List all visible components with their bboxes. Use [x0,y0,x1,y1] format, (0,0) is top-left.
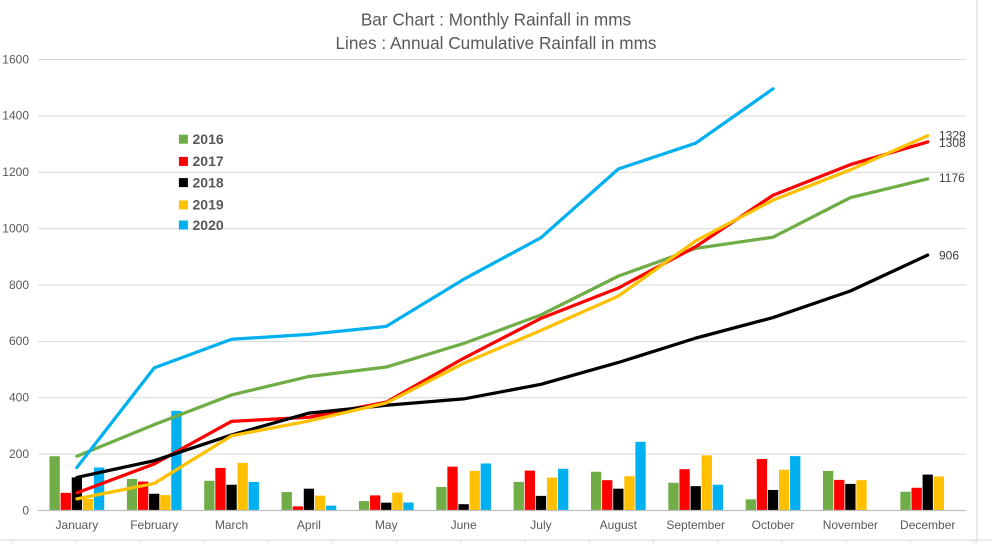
svg-text:2018: 2018 [193,174,224,190]
svg-text:December: December [900,518,955,532]
svg-text:May: May [375,518,398,532]
svg-text:August: August [600,518,638,532]
svg-text:March: March [215,518,248,532]
svg-text:906: 906 [939,249,959,263]
svg-text:400: 400 [9,391,29,405]
svg-text:2019: 2019 [193,197,224,213]
svg-text:600: 600 [9,334,29,348]
svg-text:2017: 2017 [193,153,224,169]
svg-text:Lines : Annual Cumulative Rain: Lines : Annual Cumulative Rainfall in mm… [336,33,657,53]
svg-text:April: April [297,518,321,532]
svg-text:February: February [130,518,178,532]
svg-text:1329: 1329 [939,129,966,143]
svg-text:1200: 1200 [2,165,29,179]
svg-text:January: January [56,518,99,532]
svg-text:September: September [666,518,725,532]
svg-text:Bar Chart : Monthly Rainfall i: Bar Chart : Monthly Rainfall in mms [361,9,631,29]
svg-text:2020: 2020 [193,217,224,233]
svg-text:1400: 1400 [2,109,29,123]
svg-text:800: 800 [9,278,29,292]
svg-text:2016: 2016 [193,131,224,147]
svg-text:200: 200 [9,447,29,461]
svg-text:June: June [451,518,477,532]
svg-text:1600: 1600 [2,52,29,66]
svg-text:1176: 1176 [939,171,965,185]
svg-text:0: 0 [22,503,29,517]
svg-text:1308: 1308 [939,136,966,150]
svg-text:November: November [823,518,878,532]
svg-text:1000: 1000 [2,221,29,235]
svg-text:July: July [530,518,551,532]
svg-text:October: October [752,518,795,532]
